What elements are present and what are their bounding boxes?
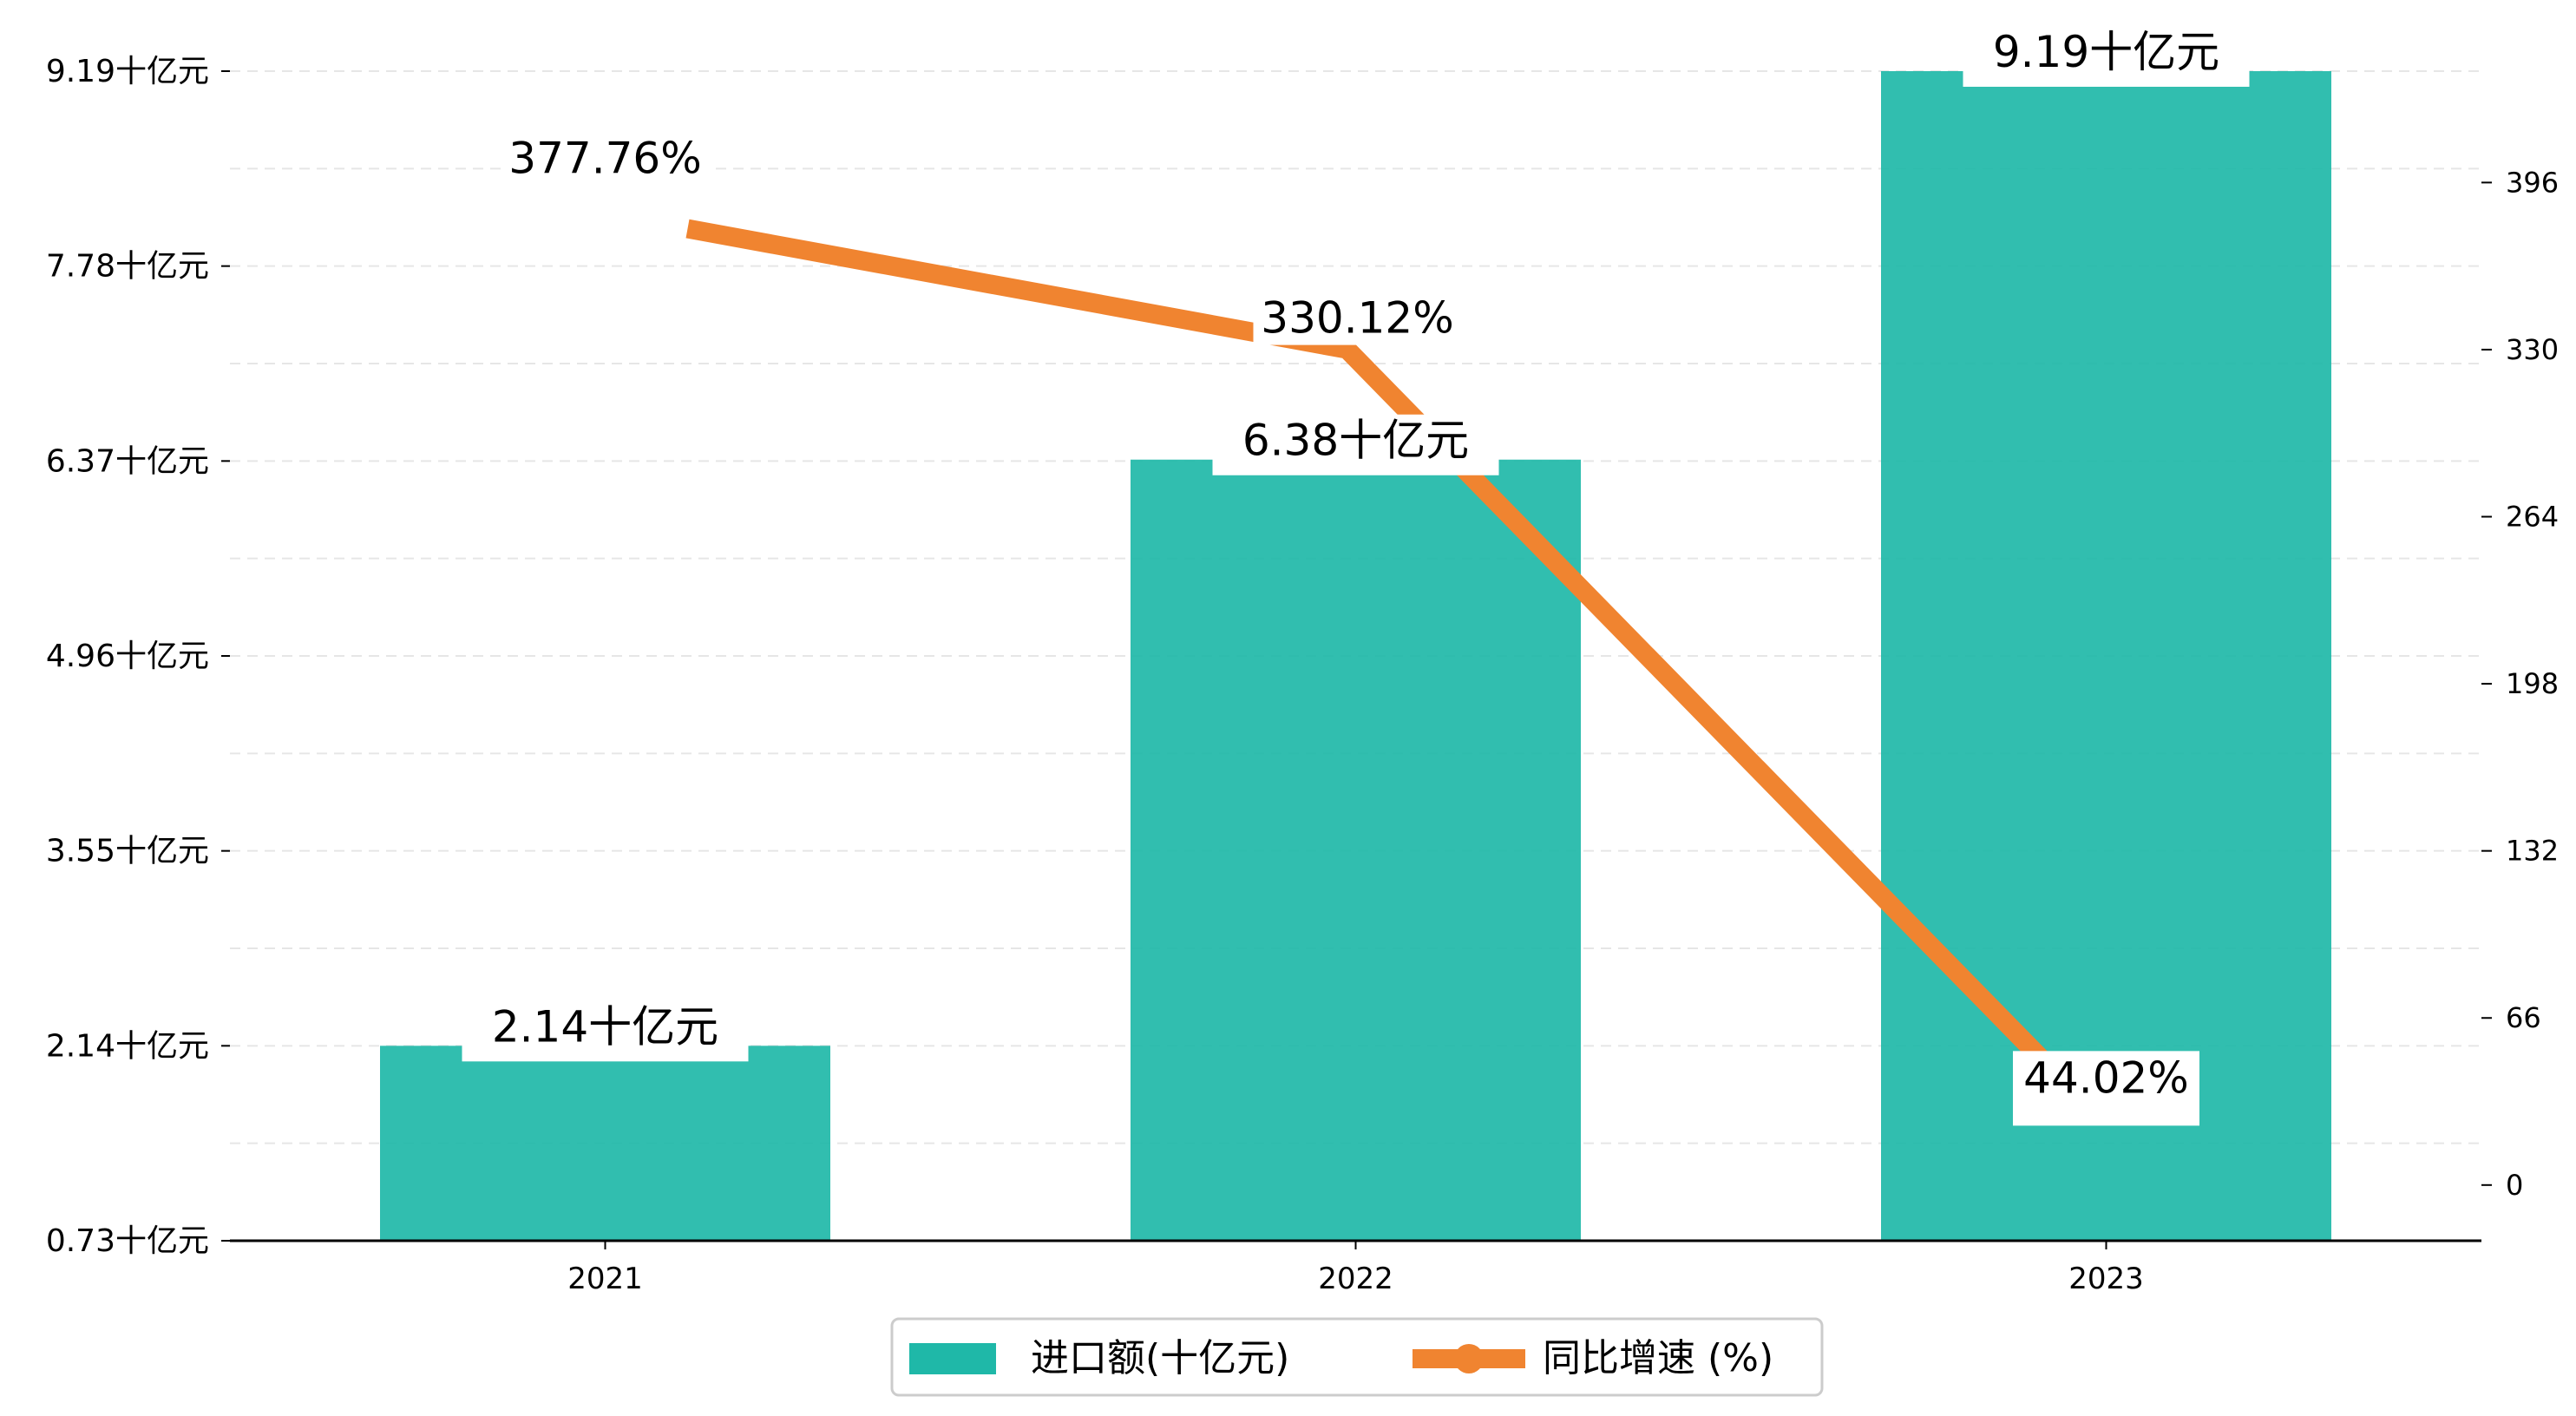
y-left-tick-label: 6.37十亿元	[46, 443, 209, 479]
line-label-bg	[501, 131, 710, 186]
axes: 0.73十亿元 2.14十亿元 3.55十亿元 4.96十亿元 6.37十亿元 7.78十…	[46, 54, 2559, 1296]
bar-label-bg	[462, 1000, 749, 1062]
bar-value-label: 9.19十亿元	[1993, 27, 2219, 77]
bar-label-bg	[1963, 26, 2250, 87]
bar-value-label: 2.14十亿元	[492, 1001, 718, 1052]
legend-box	[890, 1317, 1824, 1397]
data-labels: 2.14十亿元 6.38十亿元 9.19十亿元 377.76% 330.12% 44.02…	[462, 26, 2250, 1126]
x-tick-label: 2023	[2068, 1262, 2144, 1296]
y-right-tick-label: 396	[2506, 166, 2559, 199]
bar-2021	[380, 1046, 830, 1241]
y-right-tick-label: 132	[2506, 835, 2559, 868]
bar-2023	[1881, 71, 2331, 1241]
line-label-bg	[1253, 291, 1462, 345]
y-left-tick-label: 4.96十亿元	[46, 639, 209, 674]
bar-value-label: 6.38十亿元	[1242, 416, 1469, 466]
growth-line	[685, 219, 2063, 1081]
y-right-tick-label: 0	[2506, 1169, 2523, 1202]
y-left-tick-label: 3.55十亿元	[46, 834, 209, 869]
y-left-tick-label: 2.14十亿元	[46, 1028, 209, 1064]
x-tick-label: 2021	[567, 1262, 643, 1296]
legend-swatch-bar	[909, 1343, 996, 1374]
y-right-tick-label: 66	[2506, 1001, 2541, 1034]
y-right-tick-label: 330	[2506, 333, 2559, 366]
legend-marker-line	[1454, 1344, 1484, 1373]
legend-label-bar: 进口额(十亿元)	[1031, 1336, 1289, 1380]
bar-2022	[1131, 459, 1581, 1241]
line-series	[685, 219, 2063, 1081]
growth-value-label: 44.02%	[2023, 1052, 2189, 1103]
y-left-tick-label: 0.73十亿元	[46, 1223, 209, 1259]
y-right-tick-label: 198	[2506, 667, 2559, 700]
bar-label-bg	[1212, 414, 1499, 475]
growth-value-label: 377.76%	[508, 134, 701, 184]
bar-series	[380, 71, 2331, 1241]
legend: 进口额(十亿元) 同比增速 (%)	[890, 1317, 1824, 1397]
legend-label-line: 同比增速 (%)	[1543, 1336, 1773, 1380]
y-right-tick-label: 264	[2506, 501, 2559, 534]
y-left-tick-label: 7.78十亿元	[46, 249, 209, 285]
x-tick-label: 2022	[1318, 1262, 1393, 1296]
y-left-tick-label: 9.19十亿元	[46, 54, 209, 89]
growth-value-label: 330.12%	[1261, 293, 1453, 344]
line-label-bg	[2013, 1051, 2199, 1126]
